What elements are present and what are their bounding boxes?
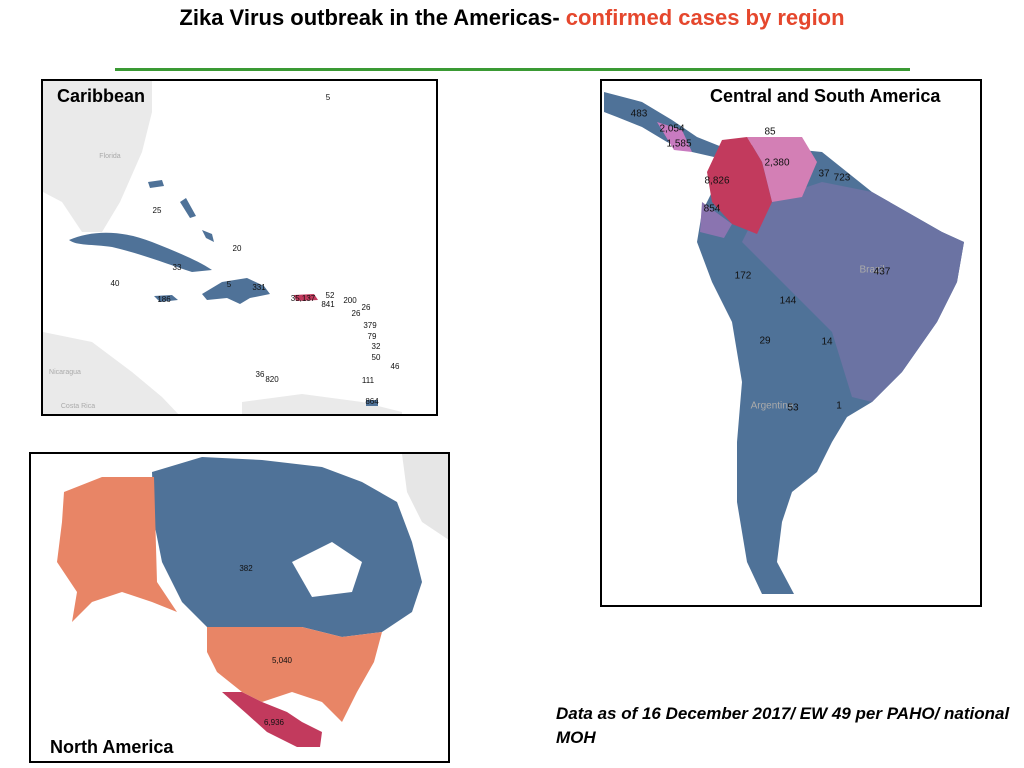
case-count: 2,054 <box>659 124 684 135</box>
colombia <box>707 137 772 234</box>
caribbean-panel: Florida Nicaragua Costa Rica 5 25 20 33 40 5 331 1… <box>41 79 438 416</box>
south-america-land <box>242 394 402 414</box>
case-count: 1,585 <box>666 139 691 150</box>
place-name: Argentina <box>751 401 794 412</box>
title-highlight: confirmed cases by region <box>565 5 845 30</box>
place-name: Nicaragua <box>49 369 81 376</box>
panel-title: North America <box>50 737 174 757</box>
case-count: 820 <box>265 375 279 384</box>
case-count: 32 <box>372 342 381 351</box>
case-count: 382 <box>239 564 253 573</box>
case-count: 14 <box>821 337 833 348</box>
central-america-land <box>43 332 179 414</box>
mexico <box>222 692 322 747</box>
puerto-rico <box>294 294 318 301</box>
case-count: 6,936 <box>264 718 285 727</box>
title-main: Zika Virus outbreak in the Americas- <box>179 5 560 30</box>
case-count: 437 <box>874 267 891 278</box>
case-count: 854 <box>704 204 721 215</box>
case-count: 864 <box>365 397 379 406</box>
case-count: 2,380 <box>764 158 789 169</box>
nicaragua <box>657 122 692 152</box>
case-count: 841 <box>321 300 335 309</box>
case-count: 46 <box>391 362 400 371</box>
hudson-bay <box>292 542 362 597</box>
case-count: 26 <box>362 303 371 312</box>
trinidad <box>366 400 378 406</box>
case-count: 50 <box>372 353 381 362</box>
case-count: 79 <box>368 332 377 341</box>
case-count: 379 <box>363 321 377 330</box>
case-count: 723 <box>834 173 851 184</box>
case-count: 1 <box>836 401 842 412</box>
case-count: 20 <box>233 244 242 253</box>
south-america-map: Brazil Argentina 483 2,054 1,585 85 2,380 8,826… <box>604 92 964 594</box>
florida-land <box>43 81 152 232</box>
north-america-map: 382 5,040 6,936 <box>57 454 448 747</box>
jamaica <box>154 295 178 302</box>
case-count: 53 <box>787 403 799 414</box>
case-count: 52 <box>326 291 335 300</box>
greenland <box>402 454 448 540</box>
case-count: 111 <box>362 376 375 385</box>
bahamas <box>148 180 214 242</box>
case-count: 33 <box>173 263 182 272</box>
case-count: 5 <box>227 280 232 289</box>
case-count: 29 <box>759 336 771 347</box>
title-rule <box>115 68 910 71</box>
case-count: 36 <box>256 370 265 379</box>
case-count: 85 <box>764 127 776 138</box>
case-count: 26 <box>352 309 361 318</box>
place-name: Brazil <box>859 265 884 276</box>
footnote: Data as of 16 December 2017/ EW 49 per P… <box>556 704 1010 747</box>
brazil <box>742 182 964 402</box>
venezuela <box>747 137 817 202</box>
place-name: Florida <box>99 153 121 160</box>
case-count: 200 <box>343 296 357 305</box>
central-south-panel: Brazil Argentina 483 2,054 1,585 85 2,380 8,826… <box>600 79 982 607</box>
hispaniola <box>202 278 270 304</box>
ecuador <box>700 202 732 238</box>
case-count: 5 <box>326 93 331 102</box>
alaska <box>57 477 177 622</box>
case-count: 172 <box>735 271 752 282</box>
north-america-panel: 382 5,040 6,936 North America <box>29 452 450 763</box>
panel-title: Central and South America <box>710 86 941 106</box>
case-count: 8,826 <box>704 176 729 187</box>
panel-title: Caribbean <box>57 86 146 106</box>
case-count: 483 <box>631 109 648 120</box>
case-count: 25 <box>153 206 162 215</box>
case-count: 186 <box>157 295 171 304</box>
case-count: 144 <box>780 296 797 307</box>
case-count: 40 <box>111 279 120 288</box>
case-count: 35,137 <box>291 294 316 303</box>
case-count: 37 <box>818 169 830 180</box>
place-name: Costa Rica <box>61 403 95 410</box>
usa <box>207 627 382 722</box>
cuba <box>69 232 212 272</box>
case-count: 331 <box>252 283 266 292</box>
case-count: 5,040 <box>272 656 293 665</box>
canada <box>152 457 422 637</box>
title: Zika Virus outbreak in the Americas- con… <box>162 4 862 32</box>
